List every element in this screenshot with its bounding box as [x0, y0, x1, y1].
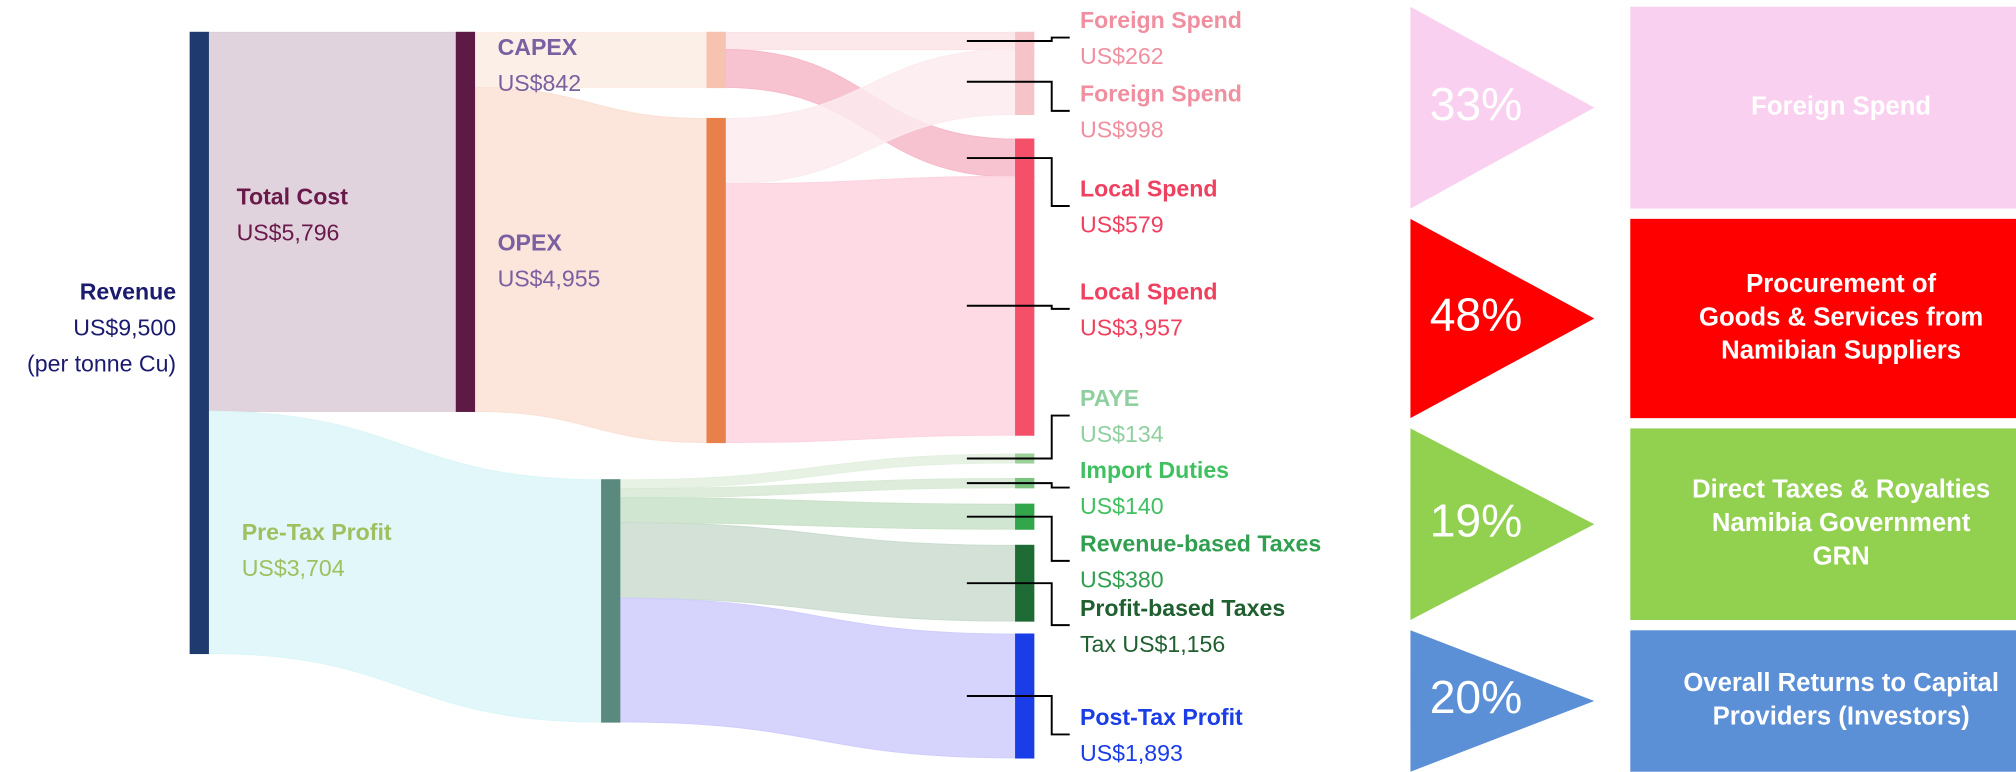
arrow	[1410, 630, 1595, 772]
summary-box	[1630, 630, 2016, 772]
node-value: US$4,955	[498, 266, 601, 292]
summary-text: Direct Taxes & Royalties	[1692, 476, 1990, 504]
node-name: Post-Tax Profit	[1080, 704, 1243, 730]
leader-line	[966, 482, 1070, 489]
node	[706, 117, 726, 444]
node-name: OPEX	[498, 230, 563, 256]
leader-line	[966, 304, 1070, 310]
node	[601, 479, 621, 723]
node-name: CAPEX	[498, 34, 578, 60]
leader-line	[966, 157, 1070, 207]
summary-box	[1630, 218, 2016, 419]
node-value: US$3,957	[1080, 315, 1183, 341]
node	[455, 31, 476, 412]
leader-line	[966, 80, 1070, 112]
summary-text: Overall Returns to Capital	[1683, 669, 1999, 697]
node-value: Tax US$1,156	[1080, 631, 1225, 657]
node-value: US$134	[1080, 421, 1164, 447]
link	[619, 597, 1017, 759]
percent: 48%	[1430, 289, 1523, 341]
percent: 20%	[1430, 671, 1523, 723]
node-value: US$842	[498, 70, 582, 96]
node-value: US$380	[1080, 567, 1164, 593]
node-name: Profit-based Taxes	[1080, 595, 1285, 621]
node	[189, 31, 209, 655]
summary-text: Namibian Suppliers	[1721, 337, 1961, 365]
summary-box	[1630, 6, 2016, 209]
arrow	[1410, 428, 1595, 620]
node-value: US$9,500	[73, 315, 176, 341]
node-value: US$262	[1080, 43, 1164, 69]
percent: 19%	[1430, 494, 1523, 546]
node-name: Revenue-based Taxes	[1080, 531, 1321, 557]
leader-line	[966, 36, 1070, 42]
percent: 33%	[1430, 78, 1523, 130]
node-value: US$5,796	[237, 219, 340, 245]
summary-box	[1630, 428, 2016, 620]
links	[207, 31, 1017, 759]
node-name: Foreign Spend	[1080, 7, 1242, 33]
link	[724, 175, 1017, 443]
node-name: PAYE	[1080, 385, 1139, 411]
node-note: (per tonne Cu)	[27, 351, 176, 377]
node-value: US$998	[1080, 117, 1164, 143]
node-name: Local Spend	[1080, 176, 1218, 202]
summary-text: Namibia Government	[1712, 509, 1971, 537]
node-value: US$579	[1080, 212, 1164, 238]
node	[706, 31, 726, 89]
node-value: US$1,893	[1080, 740, 1183, 766]
summary-text: Foreign Spend	[1751, 92, 1931, 120]
node-value: US$140	[1080, 493, 1164, 519]
node-name: Revenue	[80, 279, 177, 305]
summary-text: GRN	[1813, 542, 1870, 570]
leader-line	[966, 414, 1070, 460]
node-name: Total Cost	[237, 183, 349, 209]
leader-line	[966, 695, 1070, 736]
summary-text: Providers (Investors)	[1713, 703, 1970, 731]
node-name: Import Duties	[1080, 457, 1229, 483]
leader-line	[966, 515, 1070, 562]
labels: Revenue US$9,500 (per tonne Cu) Total Cost U…	[27, 7, 1321, 766]
leader-line	[966, 582, 1070, 627]
node-value: US$3,704	[242, 555, 345, 581]
summary-text: Goods & Services from	[1699, 303, 1983, 331]
summary-text: Procurement of	[1746, 270, 1936, 298]
node-name: Foreign Spend	[1080, 81, 1242, 107]
arrow	[1410, 6, 1595, 209]
node-name: Pre-Tax Profit	[242, 519, 392, 545]
arrow	[1410, 218, 1595, 419]
node-name: Local Spend	[1080, 279, 1218, 305]
